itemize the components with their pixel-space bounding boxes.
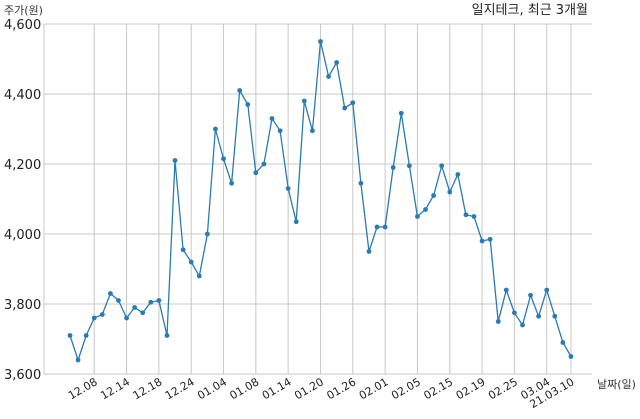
data-point <box>301 98 307 104</box>
grid <box>43 23 592 375</box>
data-point <box>503 287 509 293</box>
data-point <box>463 212 469 218</box>
y-axis-ticks: 3,600 3,800 4,000 4,200 4,400 4,600 <box>4 18 41 383</box>
data-point <box>91 315 97 321</box>
data-point <box>544 287 550 293</box>
data-point <box>148 299 154 305</box>
y-tick-label: 4,000 <box>4 228 41 243</box>
data-point <box>99 312 105 317</box>
data-point <box>520 322 525 328</box>
data-point <box>552 313 558 319</box>
x-tick-label: 12.18 <box>131 375 165 402</box>
x-tick-label: 12.14 <box>98 375 132 402</box>
x-tick-label: 02.05 <box>389 375 423 402</box>
data-point <box>67 333 73 338</box>
data-point <box>253 170 259 176</box>
chart-title: 일지테크, 최근 3개월 <box>472 3 588 18</box>
data-point <box>237 88 243 93</box>
data-point <box>382 224 388 230</box>
y-axis-label: 주가(원) <box>4 4 43 17</box>
data-point <box>423 207 428 212</box>
y-tick-label: 4,200 <box>4 158 41 173</box>
x-axis-ticks: 12.0812.1412.1812.2401.0401.0801.1401.20… <box>66 375 577 411</box>
x-tick-label: 02.01 <box>357 375 391 402</box>
data-point <box>390 165 396 170</box>
data-point <box>164 333 170 338</box>
data-point <box>172 158 178 163</box>
data-point <box>108 291 113 296</box>
data-point <box>156 298 162 303</box>
data-point <box>132 305 138 310</box>
x-tick-label: 01.08 <box>228 375 262 402</box>
data-point <box>180 247 186 253</box>
data-point <box>75 357 81 363</box>
data-point <box>285 186 291 191</box>
data-point <box>447 189 453 195</box>
y-tick-label: 4,600 <box>4 18 41 33</box>
data-point <box>196 273 202 279</box>
y-tick-label: 3,600 <box>4 368 41 383</box>
data-point <box>415 214 420 219</box>
data-point <box>528 292 533 298</box>
data-point <box>245 102 251 107</box>
data-point <box>326 74 331 79</box>
data-point <box>140 310 146 316</box>
x-tick-label: 02.15 <box>421 375 455 402</box>
data-point <box>512 310 517 316</box>
data-point <box>406 163 412 169</box>
x-tick-label: 02.25 <box>486 375 520 402</box>
data-point <box>358 180 364 186</box>
data-point <box>229 180 235 186</box>
y-tick-label: 3,800 <box>4 298 41 313</box>
x-axis-label: 날짜(일) <box>597 377 636 391</box>
data-point <box>431 193 436 198</box>
data-point <box>293 219 299 225</box>
y-tick-label: 4,400 <box>4 88 41 103</box>
data-point <box>495 319 501 324</box>
data-point <box>116 298 121 303</box>
data-point <box>83 333 89 338</box>
x-tick-label: 12.24 <box>163 375 197 402</box>
data-point <box>374 224 380 230</box>
data-point <box>342 105 348 111</box>
data-point <box>536 313 542 319</box>
data-point <box>204 231 210 237</box>
data-point <box>487 236 493 242</box>
data-point <box>560 340 566 345</box>
data-point <box>310 128 315 134</box>
x-tick-label: 01.20 <box>292 375 326 402</box>
x-tick-label: 01.26 <box>325 375 359 402</box>
data-point <box>277 128 283 134</box>
data-point <box>366 249 372 254</box>
x-tick-label: 01.04 <box>195 375 229 402</box>
data-point <box>124 315 129 321</box>
series-points <box>67 39 574 363</box>
data-point <box>261 161 267 167</box>
data-point <box>398 110 404 116</box>
data-point <box>568 354 574 359</box>
data-point <box>318 39 323 44</box>
data-point <box>479 238 485 244</box>
data-point <box>471 214 477 219</box>
data-point <box>188 259 194 265</box>
data-point <box>334 60 340 65</box>
x-tick-label: 02.19 <box>454 375 488 402</box>
x-tick-label: 12.08 <box>66 375 100 402</box>
data-point <box>213 126 218 132</box>
data-point <box>221 156 226 162</box>
x-tick-label: 01.14 <box>260 375 294 402</box>
data-point <box>455 172 461 177</box>
data-point <box>439 163 445 169</box>
data-point <box>269 116 275 121</box>
data-point <box>350 100 356 106</box>
